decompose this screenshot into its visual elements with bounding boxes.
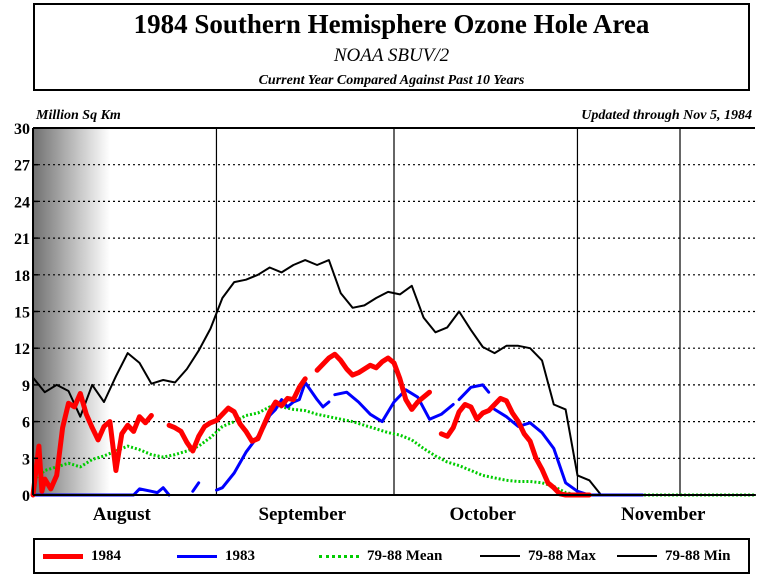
series-line-1984	[30, 391, 154, 498]
chart-title: 1984 Southern Hemisphere Ozone Hole Area	[133, 9, 650, 39]
y-tick-label: 24	[14, 194, 30, 211]
y-tick-label: 15	[14, 305, 30, 322]
y-tick-label: 21	[14, 231, 30, 248]
legend-swatch	[43, 553, 83, 559]
legend-swatch	[319, 554, 359, 558]
series-line-1983	[215, 381, 331, 492]
chart-subtitle: NOAA SBUV/2	[333, 45, 450, 66]
series-line-1984	[166, 376, 308, 454]
series-line-1983	[191, 481, 201, 493]
header-box: 1984 Southern Hemisphere Ozone Hole Area…	[33, 3, 750, 91]
month-label: November	[621, 504, 706, 525]
month-label: August	[93, 504, 152, 525]
series-line-1983	[333, 388, 455, 424]
legend-swatch	[480, 555, 520, 557]
y-tick-label: 12	[14, 341, 30, 358]
legend-label: 1984	[91, 547, 121, 564]
chart-subsubtitle: Current Year Compared Against Past 10 Ye…	[258, 73, 525, 88]
legend-item-1983: 1983	[177, 540, 255, 572]
y-tick-label: 27	[14, 158, 30, 175]
legend-item-1984: 1984	[43, 540, 121, 572]
legend-item-min: 79-88 Min	[617, 540, 730, 572]
y-tick-label: 3	[22, 451, 30, 468]
legend-label: 79-88 Min	[665, 547, 731, 564]
legend-label: 1983	[225, 547, 255, 564]
legend-item-max: 79-88 Max	[480, 540, 596, 572]
legend-swatch	[617, 555, 657, 557]
month-label: September	[258, 504, 346, 525]
updated-note: Updated through Nov 5, 1984	[581, 108, 752, 123]
month-label: October	[450, 504, 517, 525]
series-line-1983	[457, 383, 491, 402]
series-line-1984	[314, 351, 432, 412]
y-tick-label: 18	[14, 268, 30, 285]
series-line-mean	[32, 405, 755, 497]
y-axis-label: Million Sq Km	[35, 108, 121, 123]
legend-item-mean: 79-88 Mean	[319, 540, 442, 572]
y-tick-label: 0	[22, 488, 30, 505]
y-tick-label: 6	[22, 415, 30, 432]
legend-swatch	[177, 554, 217, 558]
legend-box: 1984 1983 79-88 Mean 79-88 Max 79-88 Min	[33, 538, 750, 574]
legend-label: 79-88 Max	[528, 547, 596, 564]
legend-label: 79-88 Mean	[367, 547, 443, 564]
y-tick-label: 30	[14, 121, 30, 138]
y-tick-label: 9	[22, 378, 30, 395]
